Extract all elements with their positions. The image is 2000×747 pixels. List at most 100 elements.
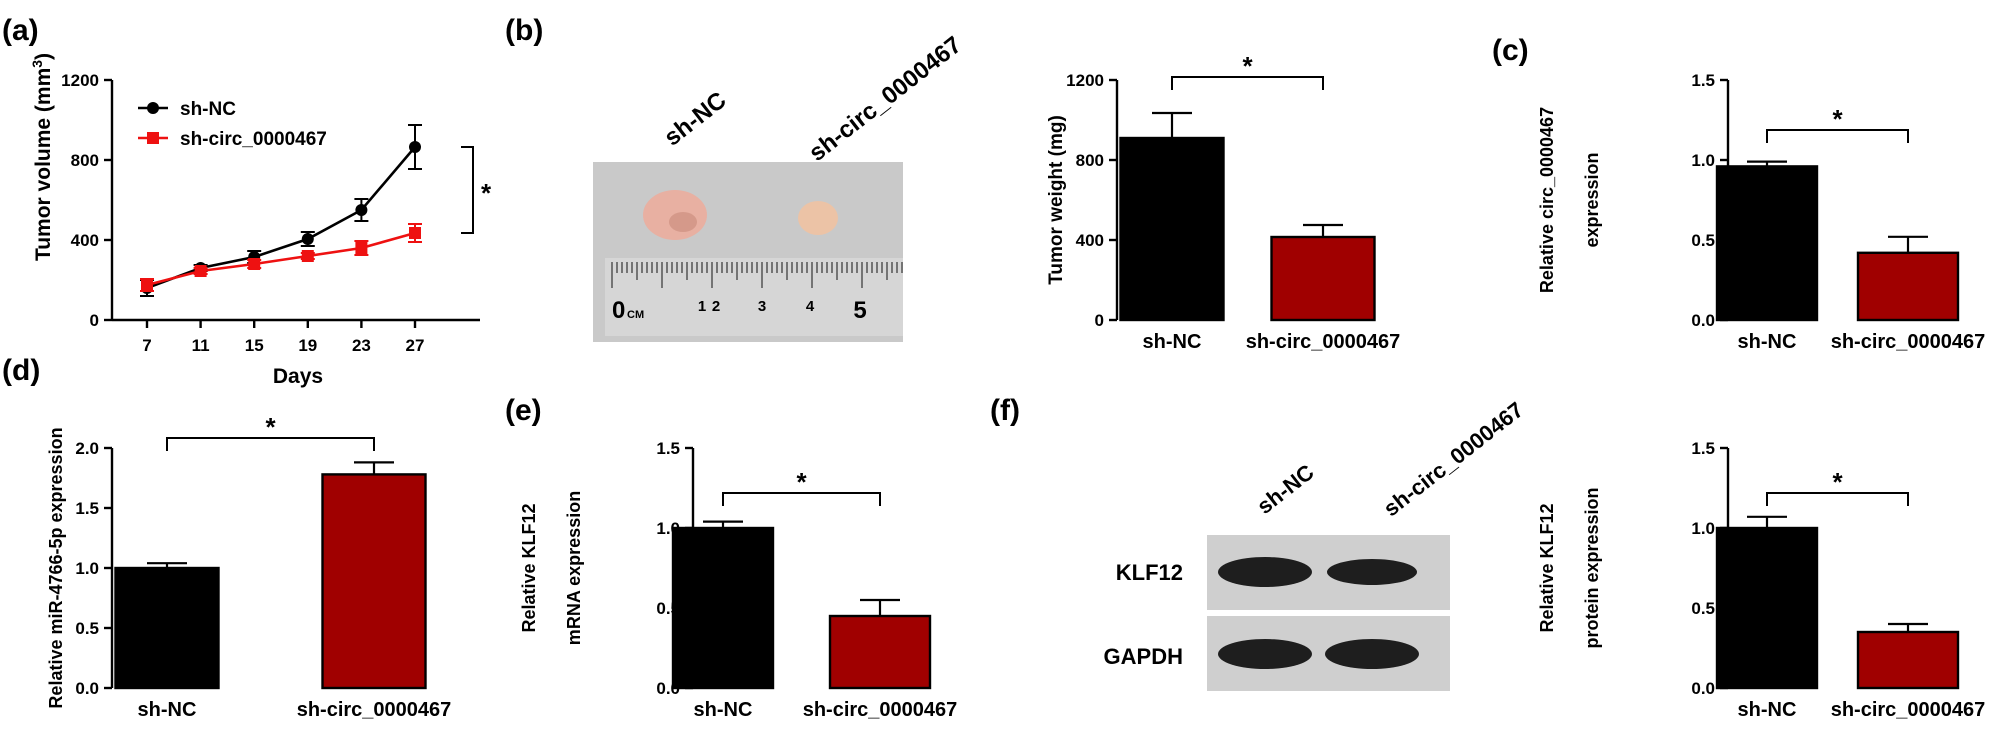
blot-row-gapdh: GAPDH: [1104, 644, 1183, 669]
ruler-zero: 0: [612, 297, 625, 324]
chart-e-sig-star: *: [796, 467, 807, 497]
chart-a-xtick-label-1: 11: [192, 336, 210, 355]
chart-a-series-0-point-4: [355, 204, 368, 216]
chart-a-series-line-1: [146, 231, 416, 287]
chart-a-legend-label-1: sh-circ_0000467: [180, 129, 327, 150]
chart-f-xtick-label-1: sh-circ_0000467: [1831, 699, 1986, 721]
chart-a-series-1-point-4: [355, 242, 368, 254]
ruler-num-5: 5: [853, 297, 866, 324]
ruler-ticks: [611, 262, 903, 288]
chart-a-xtick-label-4: 23: [352, 336, 371, 355]
chart-d-ytick-label-0: 0.0: [75, 679, 99, 698]
chart-a-series-1-point-2: [248, 258, 261, 270]
chart-e-ytick-label-3: 1.5: [656, 439, 680, 458]
chart-a-xtick-label-5: 27: [406, 336, 425, 355]
chart-f-sig-bracket: [1766, 492, 1909, 506]
blot-band-klf12-sh-nc: [1218, 557, 1312, 587]
blot-band-gapdh-sh-circ: [1325, 639, 1419, 669]
chart-a-series-line-0: [146, 146, 416, 290]
blot-row-klf12: KLF12: [1116, 560, 1183, 585]
panel-label-c: (c): [1492, 34, 1529, 67]
chart-e-xtick-label-1: sh-circ_0000467: [803, 699, 958, 721]
chart-a-legend-label-0: sh-NC: [180, 99, 236, 120]
ruler-num-2: 2: [712, 298, 720, 315]
blot-band-gapdh-sh-nc: [1218, 639, 1312, 669]
chart-a-xlabel: Days: [273, 365, 323, 388]
chart-d-bar-1: [321, 473, 427, 690]
chart-c-ytick-label-1: 0.5: [1691, 231, 1715, 250]
chart-b-bar-1: [1270, 235, 1376, 322]
panel-label-f: (f): [990, 394, 1020, 427]
chart-c-bar-1: [1856, 251, 1960, 322]
chart-b-ytick-label-1: 400: [1076, 231, 1104, 250]
chart-b-sig-bracket: [1171, 76, 1324, 90]
ruler-num-4: 4: [806, 298, 815, 315]
panel-label-b: (b): [505, 14, 543, 47]
chart-f-ytick-label-2: 1.0: [1691, 519, 1715, 538]
chart-b-ytick-label-0: 0: [1095, 311, 1104, 330]
chart-a-sig-star: *: [481, 178, 492, 208]
klf12-protein-bar-chart: 0.0 0.5 1.0 1.5 sh-NC sh-circ_0000467 * Relativ…: [1537, 439, 1985, 721]
chart-e-ylabel-line-1: mRNA expression: [564, 491, 584, 645]
chart-c-xtick-label-0: sh-NC: [1738, 331, 1797, 353]
chart-d-bar-0: [114, 566, 220, 690]
panel-label-e: (e): [505, 394, 542, 427]
chart-c-xtick-label-1: sh-circ_0000467: [1831, 331, 1986, 353]
chart-d-sig-star: *: [265, 412, 276, 442]
chart-c-ylabel-line-0: Relative circ_0000467: [1537, 107, 1557, 293]
chart-a-xtick-label-0: 7: [142, 336, 151, 355]
ruler-num-1: 1: [698, 298, 706, 315]
chart-c-ytick-label-3: 1.5: [1691, 71, 1715, 90]
photo-label-sh-nc: sh-NC: [659, 87, 731, 152]
panel-label-a: (a): [2, 14, 39, 47]
chart-d-sig-bracket: [166, 437, 375, 451]
chart-f-sig-star: *: [1832, 467, 1843, 497]
blot-band-klf12-sh-circ: [1327, 559, 1417, 585]
ruler: [605, 258, 903, 336]
chart-e-bar-1: [828, 614, 932, 690]
chart-d-xtick-label-1: sh-circ_0000467: [297, 699, 452, 721]
chart-d-ytick-label-3: 1.5: [75, 499, 99, 518]
klf12-mrna-bar-chart: 0.00.51.01.5sh-NC sh-circ_0000467*Relativ…: [519, 439, 957, 721]
blot-lane-sh-circ: sh-circ_0000467: [1379, 397, 1528, 521]
chart-b-xtick-label-0: sh-NC: [1143, 331, 1202, 353]
chart-a-sig-bracket: [461, 146, 474, 234]
chart-d-ylabel-line-0: Relative miR-4766-5p expression: [46, 427, 66, 708]
chart-f-bar-0: [1715, 526, 1819, 690]
tumor-photo-panel: sh-NC sh-circ_0000467 0 CM 1 2 3 4 5: [593, 31, 967, 342]
chart-f-ytick-label-1: 0.5: [1691, 599, 1715, 618]
chart-a-legend-marker-0: [147, 102, 159, 114]
chart-f-ylabel-line-0: Relative KLF12: [1537, 503, 1557, 632]
chart-c-sig-bracket: [1766, 129, 1909, 143]
chart-e-ylabel-line-0: Relative KLF12: [519, 503, 539, 632]
chart-d-ytick-label-1: 0.5: [75, 619, 99, 638]
chart-a-series-0-point-5: [409, 141, 421, 153]
chart-a-legend-marker-1: [147, 132, 159, 144]
chart-f-ylabel-line-1: protein expression: [1582, 487, 1602, 648]
chart-a-series-1-point-1: [194, 265, 207, 277]
chart-e-xtick-label-0: sh-NC: [694, 699, 753, 721]
chart-b-xtick-label-1: sh-circ_0000467: [1246, 331, 1401, 353]
chart-a-series-1-point-3: [301, 250, 314, 262]
chart-c-ytick-label-2: 1.0: [1691, 151, 1715, 170]
chart-f-xtick-label-0: sh-NC: [1738, 699, 1797, 721]
chart-a-series-1-point-0: [141, 279, 153, 291]
chart-d-ytick-label-4: 2.0: [75, 439, 99, 458]
chart-a-ylabel: Tumor volume (mm3): [29, 53, 55, 261]
chart-a-ytick-label-1: 400: [71, 231, 99, 250]
chart-a-ytick-label-3: 1200: [61, 71, 99, 90]
mir-expression-bar-chart: 0.0 0.5 1.0 1.5 2.0 sh-NC sh-circ_0000467 * Rela…: [46, 412, 451, 721]
circ-expression-bar-chart: 0.0 0.5 1.0 1.5 sh-NC sh-circ_0000467 * Relativ…: [1537, 71, 1985, 353]
chart-b-sig-star: *: [1242, 51, 1253, 81]
chart-a-ytick-label-0: 0: [90, 311, 99, 330]
chart-a-ytick-label-2: 800: [71, 151, 99, 170]
panel-label-d: (d): [2, 354, 40, 387]
western-blot-panel: sh-NC sh-circ_0000467 KLF12 GAPDH: [1104, 397, 1528, 691]
chart-b-ylabel-line-0: Tumor weight (mg): [1046, 115, 1067, 285]
tumor-volume-line-chart: Tumor volume (mm3) Days 0 400 800 1200 7 11 15…: [29, 53, 492, 388]
chart-f-ytick-label-3: 1.5: [1691, 439, 1715, 458]
chart-b-ytick-label-3: 1200: [1066, 71, 1104, 90]
chart-f-bar-1: [1856, 630, 1960, 690]
chart-a-series-1-point-5: [409, 227, 421, 239]
